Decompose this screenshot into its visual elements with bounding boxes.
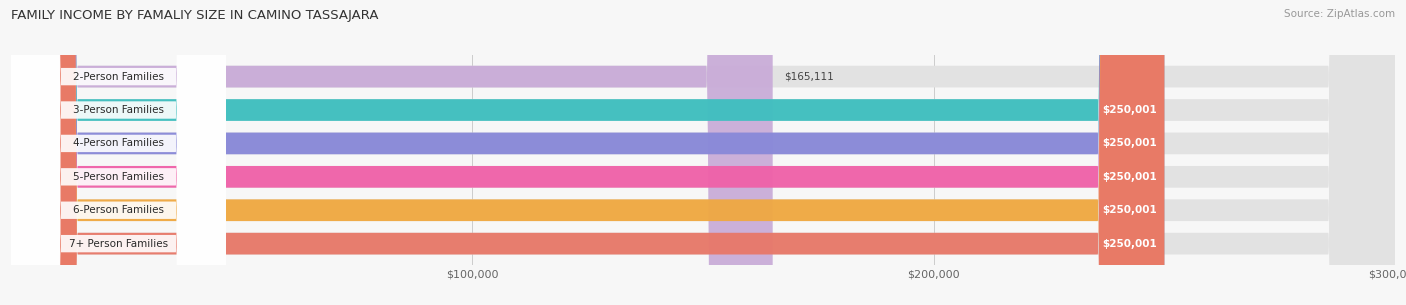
FancyBboxPatch shape	[11, 0, 1164, 305]
FancyBboxPatch shape	[11, 0, 1164, 305]
FancyBboxPatch shape	[11, 0, 1395, 305]
FancyBboxPatch shape	[11, 0, 773, 305]
Text: FAMILY INCOME BY FAMALIY SIZE IN CAMINO TASSAJARA: FAMILY INCOME BY FAMALIY SIZE IN CAMINO …	[11, 9, 378, 22]
Text: $250,001: $250,001	[1102, 138, 1157, 149]
FancyBboxPatch shape	[11, 0, 226, 305]
FancyBboxPatch shape	[11, 0, 1164, 305]
Text: 2-Person Families: 2-Person Families	[73, 72, 165, 82]
Text: 7+ Person Families: 7+ Person Families	[69, 239, 169, 249]
FancyBboxPatch shape	[11, 0, 226, 305]
Text: $250,001: $250,001	[1102, 105, 1157, 115]
Text: Source: ZipAtlas.com: Source: ZipAtlas.com	[1284, 9, 1395, 19]
FancyBboxPatch shape	[11, 0, 1395, 305]
Text: $165,111: $165,111	[783, 72, 834, 82]
Text: $250,001: $250,001	[1102, 172, 1157, 182]
FancyBboxPatch shape	[11, 0, 226, 305]
Text: 5-Person Families: 5-Person Families	[73, 172, 165, 182]
FancyBboxPatch shape	[11, 0, 1395, 305]
FancyBboxPatch shape	[11, 0, 1395, 305]
FancyBboxPatch shape	[11, 0, 226, 305]
FancyBboxPatch shape	[11, 0, 1395, 305]
FancyBboxPatch shape	[11, 0, 1164, 305]
Text: $250,001: $250,001	[1102, 239, 1157, 249]
Text: $250,001: $250,001	[1102, 205, 1157, 215]
FancyBboxPatch shape	[11, 0, 226, 305]
Text: 4-Person Families: 4-Person Families	[73, 138, 165, 149]
FancyBboxPatch shape	[11, 0, 226, 305]
FancyBboxPatch shape	[11, 0, 1395, 305]
Text: 6-Person Families: 6-Person Families	[73, 205, 165, 215]
FancyBboxPatch shape	[11, 0, 1164, 305]
Text: 3-Person Families: 3-Person Families	[73, 105, 165, 115]
